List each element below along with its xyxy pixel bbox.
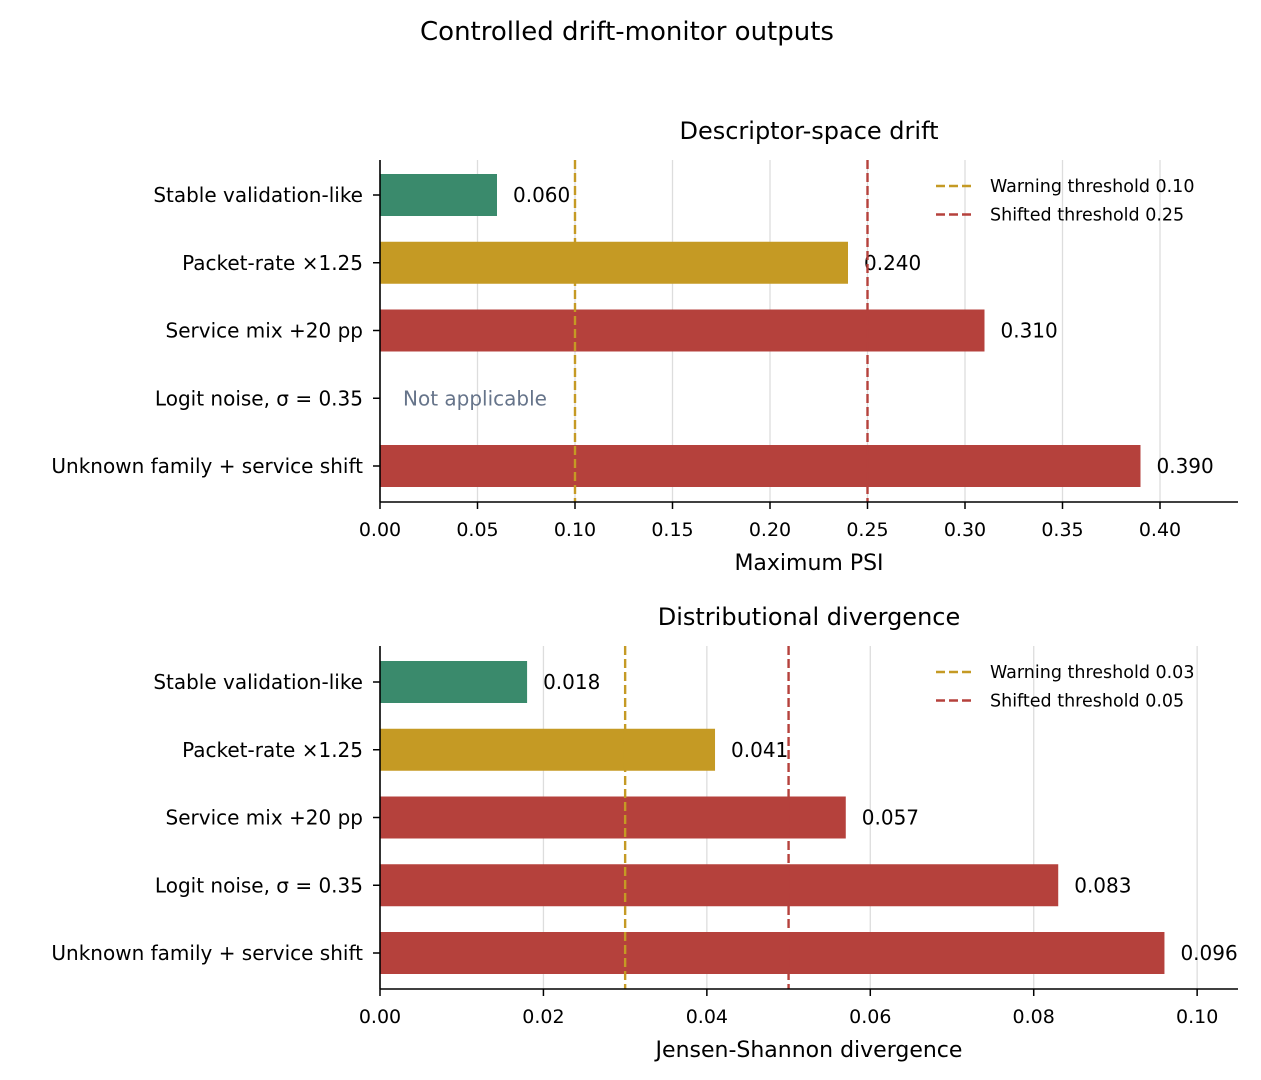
x-tick-label: 0.04 — [686, 1006, 728, 1028]
data-label: 0.060 — [513, 183, 570, 207]
psi-panel: Descriptor-space drift Maximum PSI 0.060… — [51, 117, 1238, 576]
x-tick-label: 0.02 — [522, 1006, 564, 1028]
bar — [380, 445, 1141, 487]
x-tick-label: 0.08 — [1013, 1006, 1055, 1028]
bar — [380, 661, 528, 703]
category-label: Packet-rate ×1.25 — [182, 738, 363, 762]
category-label: Service mix +20 pp — [166, 806, 363, 830]
category-label: Service mix +20 pp — [166, 319, 363, 343]
x-axis-label: Jensen-Shannon divergence — [654, 1038, 963, 1063]
x-tick-label: 0.40 — [1139, 519, 1181, 541]
data-label: 0.310 — [1001, 319, 1058, 343]
x-tick-label: 0.10 — [1176, 1006, 1218, 1028]
data-label: 0.057 — [862, 806, 919, 830]
x-tick-label: 0.05 — [456, 519, 498, 541]
bar — [380, 241, 848, 284]
bar — [380, 864, 1059, 907]
x-tick-label: 0.25 — [846, 519, 888, 541]
data-label: 0.041 — [731, 738, 788, 762]
data-label: 0.018 — [543, 670, 600, 694]
x-tick-label: 0.15 — [651, 519, 693, 541]
legend-label: Warning threshold 0.03 — [990, 663, 1194, 683]
bar — [380, 932, 1165, 974]
bar — [380, 309, 985, 352]
jsd-panel: Distributional divergence Jensen-Shannon… — [51, 603, 1238, 1063]
not-applicable-label: Not applicable — [403, 386, 547, 410]
category-label: Unknown family + service shift — [51, 454, 363, 478]
x-tick-label: 0.30 — [944, 519, 986, 541]
data-label: 0.390 — [1157, 454, 1214, 478]
bar — [380, 728, 716, 771]
category-label: Unknown family + service shift — [51, 941, 363, 965]
x-tick-label: 0.10 — [554, 519, 596, 541]
data-label: 0.240 — [864, 251, 921, 275]
category-label: Packet-rate ×1.25 — [182, 251, 363, 275]
legend-label: Shifted threshold 0.25 — [990, 206, 1184, 226]
bar — [380, 174, 497, 216]
legend-label: Warning threshold 0.10 — [990, 177, 1194, 197]
category-label: Stable validation-like — [153, 670, 363, 694]
panel-title: Distributional divergence — [658, 603, 961, 631]
legend-label: Shifted threshold 0.05 — [990, 692, 1184, 712]
category-label: Stable validation-like — [153, 183, 363, 207]
panel-title: Descriptor-space drift — [679, 117, 938, 145]
data-label: 0.083 — [1074, 873, 1131, 897]
x-tick-label: 0.35 — [1041, 519, 1083, 541]
x-tick-label: 0.06 — [849, 1006, 891, 1028]
category-label: Logit noise, σ = 0.35 — [155, 386, 363, 410]
data-label: 0.096 — [1180, 941, 1237, 965]
x-tick-label: 0.20 — [749, 519, 791, 541]
category-label: Logit noise, σ = 0.35 — [155, 873, 363, 897]
bar — [380, 796, 846, 839]
x-tick-label: 0.00 — [359, 519, 401, 541]
x-axis-label: Maximum PSI — [734, 551, 883, 576]
x-tick-label: 0.00 — [359, 1006, 401, 1028]
figure-title: Controlled drift-monitor outputs — [420, 17, 834, 47]
